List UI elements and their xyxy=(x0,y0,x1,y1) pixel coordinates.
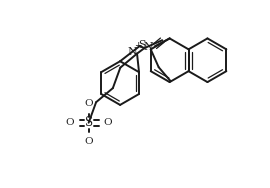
Text: O: O xyxy=(84,99,93,108)
Text: O: O xyxy=(103,118,112,127)
Text: N: N xyxy=(127,47,137,57)
Text: N: N xyxy=(144,42,154,52)
Text: O: O xyxy=(65,118,74,127)
Text: S: S xyxy=(85,116,93,129)
Text: +: + xyxy=(134,41,142,50)
Text: S: S xyxy=(138,40,146,50)
Text: O: O xyxy=(84,137,93,146)
